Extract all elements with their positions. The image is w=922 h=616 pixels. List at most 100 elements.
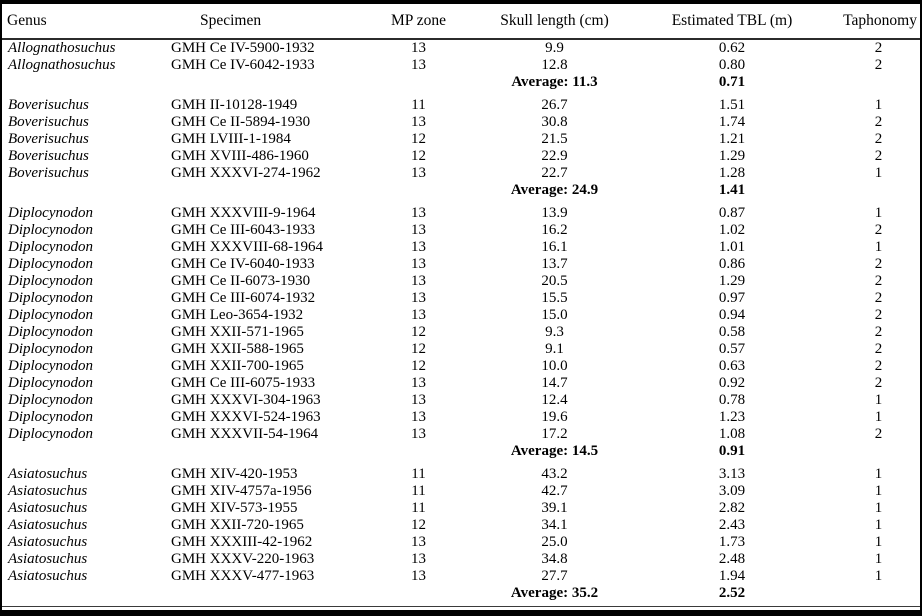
genus-cell: Asiatosuchus xyxy=(8,534,88,550)
taphonomy-cell: 2 xyxy=(874,131,883,147)
mp-zone-cell: 13 xyxy=(411,534,426,550)
table-row: Asiatosuchus GMH XXXIII-42-1962 13 25.0 1.73… xyxy=(2,534,920,551)
genus-cell: Asiatosuchus xyxy=(8,517,88,533)
average-skull-length: Average: 11.3 xyxy=(511,74,598,90)
skull-length-cell: 26.7 xyxy=(541,97,568,113)
mp-zone-cell: 13 xyxy=(411,290,426,306)
estimated-tbl-cell: 0.97 xyxy=(718,290,746,306)
specimen-cell: GMH XIV-573-1955 xyxy=(171,500,298,516)
genus-cell: Diplocynodon xyxy=(8,222,93,238)
genus-cell: Diplocynodon xyxy=(8,426,93,442)
empty-cell xyxy=(167,443,385,460)
genus-cell: Diplocynodon xyxy=(8,205,93,221)
skull-length-cell: 30.8 xyxy=(541,114,568,130)
mp-zone-cell: 13 xyxy=(411,256,426,272)
genus-cell: Diplocynodon xyxy=(8,290,93,306)
table-row: Boverisuchus GMH XXXVI-274-1962 13 22.7 1.28… xyxy=(2,165,920,182)
taphonomy-cell: 1 xyxy=(874,551,883,567)
skull-length-cell: 27.7 xyxy=(541,568,568,584)
average-estimated-tbl: 0.71 xyxy=(718,74,746,90)
skull-length-cell: 15.5 xyxy=(541,290,568,306)
taphonomy-cell: 1 xyxy=(874,534,883,550)
mp-zone-cell: 13 xyxy=(411,568,426,584)
taphonomy-cell: 2 xyxy=(874,148,883,164)
average-estimated-tbl: 1.41 xyxy=(718,182,746,198)
average-estimated-tbl: 0.91 xyxy=(718,443,746,459)
mp-zone-cell: 13 xyxy=(411,551,426,567)
taphonomy-cell: 1 xyxy=(874,205,883,221)
average-skull-length: Average: 35.2 xyxy=(510,585,599,601)
taphonomy-cell: 1 xyxy=(874,239,883,255)
skull-length-cell: 34.8 xyxy=(541,551,568,567)
empty-cell xyxy=(807,443,920,460)
specimen-cell: GMH Ce II-6073-1930 xyxy=(171,273,311,289)
estimated-tbl-cell: 0.63 xyxy=(718,358,746,374)
taphonomy-cell: 2 xyxy=(874,222,883,238)
estimated-tbl-cell: 0.78 xyxy=(718,392,746,408)
skull-length-cell: 16.1 xyxy=(541,239,568,255)
empty-cell xyxy=(167,74,385,91)
table-row: Diplocynodon GMH Ce II-6073-1930 13 20.5 1.2… xyxy=(2,273,920,290)
specimen-table: Genus Specimen MP zone Skull length (cm)… xyxy=(2,4,920,602)
table-row: Boverisuchus GMH LVIII-1-1984 12 21.5 1.21 2 xyxy=(2,131,920,148)
empty-cell xyxy=(807,74,920,91)
estimated-tbl-cell: 0.57 xyxy=(718,341,746,357)
estimated-tbl-cell: 1.01 xyxy=(718,239,746,255)
mp-zone-cell: 13 xyxy=(411,409,426,425)
skull-length-cell: 9.9 xyxy=(545,40,564,56)
empty-cell xyxy=(2,74,167,91)
skull-length-cell: 10.0 xyxy=(541,358,568,374)
mp-zone-cell: 13 xyxy=(411,375,426,391)
genus-cell: Diplocynodon xyxy=(8,409,93,425)
mp-zone-cell: 12 xyxy=(411,131,426,147)
table-row: Diplocynodon GMH XXXVI-304-1963 13 12.4 0.78… xyxy=(2,392,920,409)
table-row: Asiatosuchus GMH XXXV-220-1963 13 34.8 2.48 1 xyxy=(2,551,920,568)
mp-zone-cell: 13 xyxy=(411,239,426,255)
mp-zone-cell: 12 xyxy=(411,358,426,374)
skull-length-cell: 39.1 xyxy=(541,500,568,516)
specimen-cell: GMH XXXVI-274-1962 xyxy=(171,165,321,181)
specimen-cell: GMH XXXVI-524-1963 xyxy=(171,409,321,425)
table-row: Diplocynodon GMH XXXVI-524-1963 13 19.6 1.23… xyxy=(2,409,920,426)
table-row: Allognathosuchus GMH Ce IV-6042-1933 13 12.… xyxy=(2,57,920,74)
skull-length-cell: 16.2 xyxy=(541,222,568,238)
column-header-taphonomy: Taphonomy xyxy=(807,4,920,40)
empty-cell xyxy=(167,585,385,602)
genus-cell: Asiatosuchus xyxy=(8,466,88,482)
estimated-tbl-cell: 1.94 xyxy=(718,568,746,584)
genus-cell: Allognathosuchus xyxy=(8,40,116,56)
genus-cell: Diplocynodon xyxy=(8,324,93,340)
empty-cell xyxy=(807,585,920,602)
mp-zone-cell: 11 xyxy=(411,97,426,113)
genus-cell: Diplocynodon xyxy=(8,392,93,408)
specimen-cell: GMH XXII-700-1965 xyxy=(171,358,304,374)
empty-cell xyxy=(385,74,452,91)
skull-length-cell: 20.5 xyxy=(541,273,568,289)
specimen-cell: GMH XXXVI-304-1963 xyxy=(171,392,321,408)
genus-cell: Boverisuchus xyxy=(8,131,89,147)
taphonomy-cell: 2 xyxy=(874,57,883,73)
skull-length-cell: 14.7 xyxy=(541,375,568,391)
average-row: Average: 24.9 1.41 xyxy=(2,182,920,199)
table-row: Asiatosuchus GMH XIV-573-1955 11 39.1 2.82 1 xyxy=(2,500,920,517)
mp-zone-cell: 13 xyxy=(411,307,426,323)
genus-cell: Asiatosuchus xyxy=(8,568,88,584)
skull-length-cell: 9.3 xyxy=(545,324,564,340)
taphonomy-cell: 2 xyxy=(874,114,883,130)
taphonomy-cell: 1 xyxy=(874,392,883,408)
taphonomy-cell: 1 xyxy=(874,483,883,499)
empty-cell xyxy=(807,182,920,199)
column-header-skull-length: Skull length (cm) xyxy=(452,4,657,40)
specimen-cell: GMH Ce IV-6040-1933 xyxy=(171,256,315,272)
genus-cell: Boverisuchus xyxy=(8,148,89,164)
skull-length-cell: 12.4 xyxy=(541,392,568,408)
taphonomy-cell: 2 xyxy=(874,290,883,306)
empty-cell xyxy=(2,182,167,199)
mp-zone-cell: 13 xyxy=(411,392,426,408)
genus-cell: Boverisuchus xyxy=(8,114,89,130)
skull-length-cell: 19.6 xyxy=(541,409,568,425)
mp-zone-cell: 12 xyxy=(411,148,426,164)
taphonomy-cell: 2 xyxy=(874,307,883,323)
estimated-tbl-cell: 2.82 xyxy=(718,500,746,516)
skull-length-cell: 22.7 xyxy=(541,165,568,181)
